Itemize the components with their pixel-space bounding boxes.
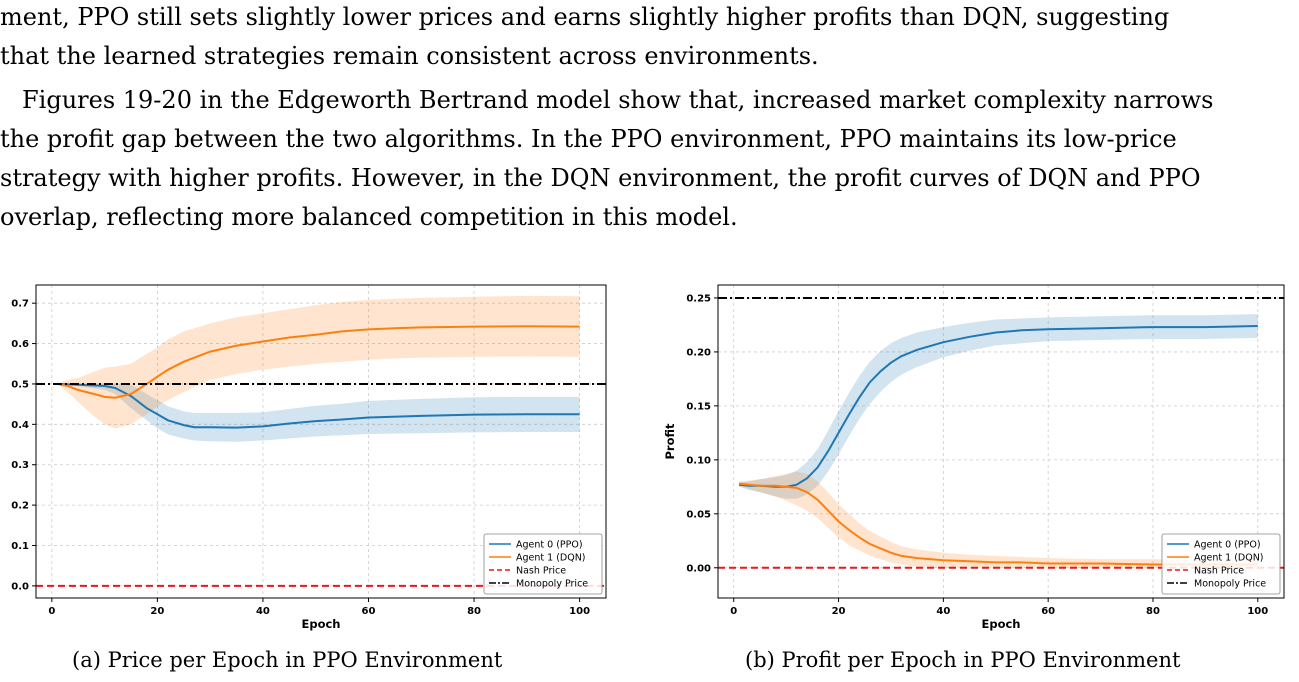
plot-frame: [717, 284, 1285, 599]
body-text-line: the profit gap between the two algorithm…: [0, 125, 1177, 153]
y-tick-label: 0.15: [686, 401, 711, 412]
series-band: [57, 295, 580, 429]
figure-caption-a: (a) Price per Epoch in PPO Environment: [72, 648, 503, 672]
y-tick-label: 0.3: [11, 460, 29, 471]
legend-label: Agent 1 (DQN): [1194, 553, 1264, 564]
grid: [718, 285, 1284, 598]
series-line: [57, 382, 580, 429]
y-tick-label: 0.7: [11, 299, 29, 310]
body-text-line: Figures 19-20 in the Edgeworth Bertrand …: [22, 86, 1214, 114]
legend-label: Monopoly Price: [516, 579, 588, 590]
legend-label: Monopoly Price: [1194, 579, 1266, 590]
x-tick-label: 20: [832, 606, 846, 617]
legend-label: Agent 1 (DQN): [516, 553, 586, 564]
plot-area: [718, 296, 1284, 569]
body-text-line: ment, PPO still sets slightly lower pric…: [0, 3, 1170, 31]
y-tick-label: 0.00: [686, 563, 711, 574]
y-tick-label: 0.5: [11, 379, 29, 390]
legend-box: [483, 533, 603, 595]
y-tick-label: 0.4: [11, 420, 29, 431]
x-tick-label: 100: [569, 606, 590, 617]
x-tick-label: 80: [467, 606, 481, 617]
x-tick-label: 40: [256, 606, 270, 617]
x-tick-label: 80: [1146, 606, 1160, 617]
y-tick-label: 0.25: [686, 293, 711, 304]
y-tick-label: 0.6: [11, 339, 29, 350]
legend-box: [1161, 533, 1281, 595]
x-tick-label: 0: [730, 606, 737, 617]
body-text-line: that the learned strategies remain consi…: [0, 42, 819, 70]
x-axis-label: Epoch: [982, 617, 1021, 631]
legend-label: Agent 0 (PPO): [516, 540, 583, 551]
series-line: [56, 325, 580, 399]
y-tick-label: 0.0: [11, 581, 29, 592]
x-tick-label: 40: [936, 606, 950, 617]
series-band: [57, 383, 580, 442]
figure-caption-b: (b) Profit per Epoch in PPO Environment: [745, 648, 1181, 672]
body-text-line: overlap, reflecting more balanced compet…: [0, 203, 738, 231]
x-axis-label: Epoch: [302, 617, 341, 631]
legend-label: Nash Price: [516, 566, 566, 577]
x-tick-label: 60: [362, 606, 376, 617]
y-tick-label: 0.10: [686, 455, 711, 466]
y-axis-label: Profit: [663, 423, 677, 460]
y-tick-label: 0.20: [686, 347, 711, 358]
x-tick-label: 60: [1041, 606, 1055, 617]
legend: Agent 0 (PPO) Agent 1 (DQN) Nash Price Mono…: [483, 533, 603, 595]
y-tick-label: 0.2: [11, 501, 29, 512]
x-tick-label: 100: [1247, 606, 1268, 617]
legend-label: Nash Price: [1194, 566, 1244, 577]
plot-frame: [35, 284, 607, 599]
legend: Agent 0 (PPO) Agent 1 (DQN) Nash Price Mono…: [1161, 533, 1281, 595]
profit-per-epoch-chart: 0 20 40 60 80 100 0.00 0.05 0.10 0.15 0.20 0.25 Epoc…: [663, 284, 1285, 631]
x-tick-label: 20: [150, 606, 164, 617]
y-tick-label: 0.05: [686, 509, 711, 520]
y-tick-label: 0.1: [11, 541, 29, 552]
price-per-epoch-chart: 0 20 40 60 80 100 0.0 0.1 0.2 0.3 0.4 0.5 0.6 0.7 Epoc…: [11, 284, 607, 631]
body-text-line: strategy with higher profits. However, i…: [0, 164, 1201, 192]
series-band: [739, 314, 1258, 499]
series-line: [738, 482, 1258, 566]
x-tick-label: 0: [48, 606, 55, 617]
legend-label: Agent 0 (PPO): [1194, 540, 1261, 551]
